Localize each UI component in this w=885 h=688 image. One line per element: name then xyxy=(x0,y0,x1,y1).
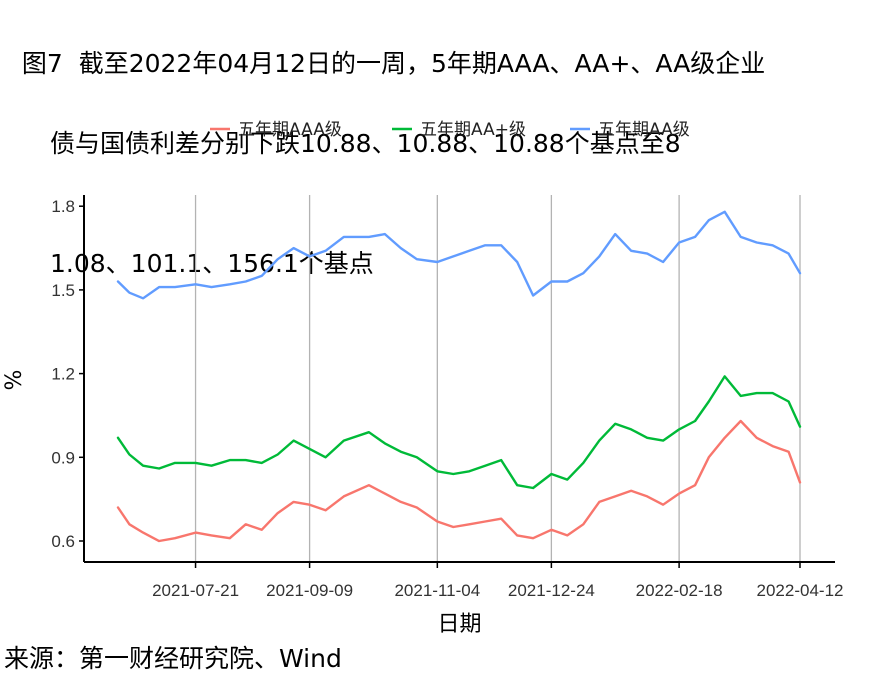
y-tick-label-0: 0.6 xyxy=(51,532,75,551)
series-line-0 xyxy=(116,419,802,543)
x-tick-label-5: 2022-04-12 xyxy=(757,581,844,600)
series-line-1 xyxy=(116,375,802,490)
legend-label-2: 五年期AA级 xyxy=(598,120,690,140)
x-tick-label-3: 2021-12-24 xyxy=(508,581,595,600)
legend-label-0: 五年期AAA级 xyxy=(238,120,342,140)
y-tick-label-3: 1.5 xyxy=(51,281,75,300)
x-tick-label-1: 2021-09-09 xyxy=(266,581,353,600)
legend-label-1: 五年期AA+级 xyxy=(420,120,526,140)
series-line-2 xyxy=(116,210,802,300)
y-tick-label-1: 0.9 xyxy=(51,448,75,467)
y-tick-label-4: 1.8 xyxy=(51,197,75,216)
y-axis-title: % xyxy=(2,370,27,391)
x-axis-title: 日期 xyxy=(437,612,481,637)
y-tick-label-2: 1.2 xyxy=(51,365,75,384)
x-tick-label-2: 2021-11-04 xyxy=(394,581,480,600)
source-note: 来源：第一财经研究院、Wind xyxy=(4,644,342,673)
x-tick-label-4: 2022-02-18 xyxy=(636,581,723,600)
title-line-2: 债与国债利差分别下跌10.88、10.88、10.88个基点至8 xyxy=(50,129,681,158)
x-tick-label-0: 2021-07-21 xyxy=(152,581,239,600)
title-line-1: 图7 截至2022年04月12日的一周，5年期AAA、AA+、AA级企业 xyxy=(21,49,766,78)
